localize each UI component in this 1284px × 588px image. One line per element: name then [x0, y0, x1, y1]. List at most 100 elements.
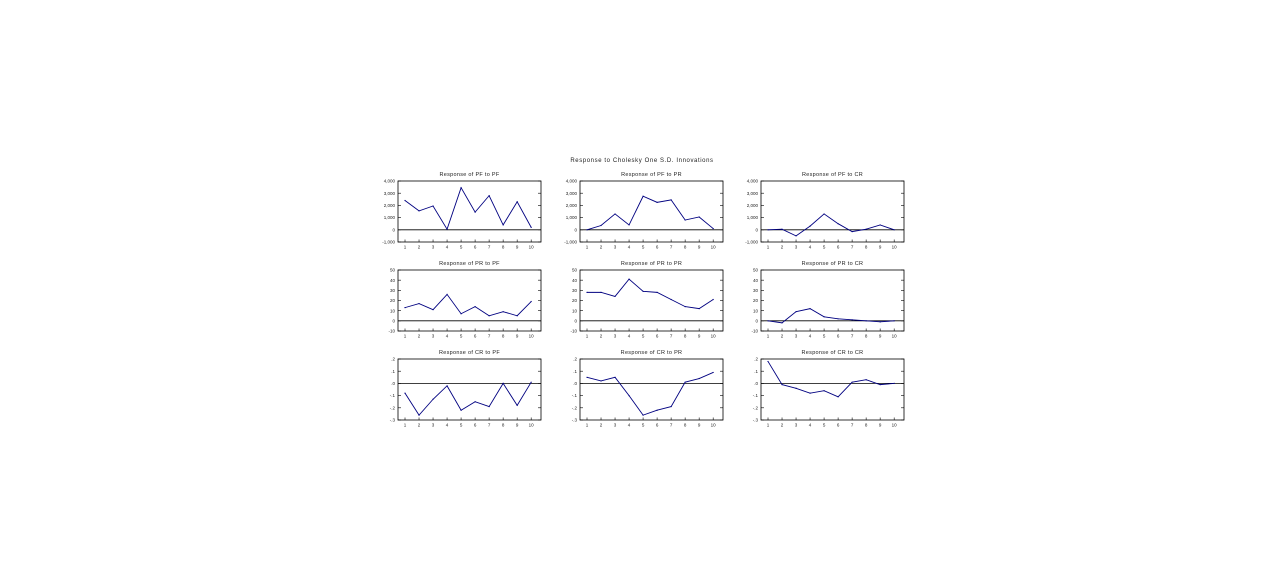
- x-tick-label: 3: [795, 245, 798, 250]
- x-tick-label: 1: [767, 334, 770, 339]
- x-tick-label: 4: [628, 245, 631, 250]
- y-tick-label: .2: [573, 357, 577, 362]
- x-tick-label: 3: [614, 245, 617, 250]
- y-tick-label: 2,000: [384, 203, 396, 208]
- data-point: [446, 385, 448, 387]
- data-point: [474, 306, 476, 308]
- data-point: [781, 228, 783, 230]
- y-tick-label: 3,000: [384, 191, 396, 196]
- x-tick-label: 7: [851, 334, 854, 339]
- y-tick-label: 4,000: [747, 179, 759, 184]
- data-point: [712, 371, 714, 374]
- y-tick-label: 40: [390, 278, 396, 283]
- chart-title: Response of PF to PR: [621, 172, 682, 178]
- data-point: [781, 322, 783, 324]
- chart-title: Response of CR to CR: [802, 350, 864, 356]
- x-tick-label: 8: [502, 334, 505, 339]
- plot-frame: [579, 180, 724, 243]
- data-point: [586, 291, 588, 293]
- data-point: [432, 398, 434, 400]
- x-tick-label: 6: [656, 245, 659, 250]
- x-tick-label: 10: [529, 334, 535, 339]
- y-tick-label: 3,000: [747, 191, 759, 196]
- y-tick-label: 10: [753, 308, 759, 313]
- chart-panel: Response of PF to PR -1,000 0 1,000 2,000 3,0…: [564, 172, 724, 250]
- figure-title: Response to Cholesky One S.D. Innovation…: [570, 158, 714, 164]
- data-point: [767, 229, 769, 231]
- x-tick-label: 7: [488, 245, 491, 250]
- data-point: [460, 409, 462, 411]
- y-tick-label: 3,000: [566, 191, 578, 196]
- data-point: [823, 213, 825, 215]
- x-tick-label: 8: [684, 423, 687, 428]
- chart-panel: Response of CR to PF -.3 -.2 -.1 .0 .1 .2 1 2 3 4 5…: [390, 350, 542, 428]
- x-tick-label: 6: [656, 423, 659, 428]
- x-tick-label: 2: [418, 245, 421, 250]
- data-point: [837, 396, 839, 398]
- data-point: [795, 235, 797, 237]
- data-point: [488, 195, 490, 197]
- chart-panel: Response of PF to CR -1,000 0 1,000 2,000 3,0…: [745, 172, 905, 250]
- y-tick-label: 10: [390, 308, 396, 313]
- y-tick-label: -10: [570, 329, 577, 334]
- x-tick-label: 8: [502, 423, 505, 428]
- x-tick-label: 9: [879, 423, 882, 428]
- data-point: [516, 201, 518, 203]
- y-tick-label: -.3: [390, 418, 396, 423]
- chart-panel: Response of PR to PF -10 0 10 20 30 40 50 1 2 3 4 5 6…: [388, 261, 542, 339]
- y-tick-label: -1,000: [382, 240, 395, 245]
- y-tick-label: 20: [753, 298, 759, 303]
- x-tick-label: 9: [698, 245, 701, 250]
- data-point: [446, 293, 448, 295]
- y-tick-label: 0: [755, 318, 758, 323]
- y-tick-label: 50: [753, 268, 759, 273]
- data-point: [865, 320, 867, 322]
- x-tick-label: 1: [404, 334, 407, 339]
- x-tick-label: 6: [656, 334, 659, 339]
- series-line: [404, 186, 532, 231]
- data-point: [893, 229, 895, 231]
- x-tick-label: 7: [488, 334, 491, 339]
- plot-frame: [760, 180, 905, 243]
- y-tick-label: 4,000: [566, 179, 578, 184]
- y-tick-label: 1,000: [566, 215, 578, 220]
- data-point: [516, 404, 518, 406]
- data-point: [404, 199, 406, 202]
- y-tick-label: 40: [572, 278, 578, 283]
- x-tick-label: 5: [642, 245, 645, 250]
- data-point: [502, 224, 504, 226]
- y-tick-label: 2,000: [747, 203, 759, 208]
- data-point: [502, 311, 504, 313]
- data-point: [684, 219, 686, 221]
- data-point: [530, 226, 532, 228]
- data-point: [614, 376, 616, 378]
- data-point: [600, 380, 602, 382]
- x-tick-label: 9: [879, 334, 882, 339]
- series-line: [767, 308, 895, 324]
- y-tick-label: 4,000: [384, 179, 396, 184]
- x-tick-label: 9: [516, 423, 519, 428]
- x-tick-label: 2: [781, 245, 784, 250]
- data-point: [586, 376, 588, 378]
- data-point: [642, 195, 644, 197]
- data-point: [809, 392, 811, 394]
- y-tick-label: 0: [574, 318, 577, 323]
- y-tick-label: 10: [572, 308, 578, 313]
- x-tick-label: 10: [529, 245, 535, 250]
- data-point: [418, 302, 420, 305]
- x-tick-label: 4: [446, 245, 449, 250]
- x-tick-label: 3: [432, 334, 435, 339]
- y-tick-label: 0: [755, 227, 758, 232]
- series-line: [404, 381, 532, 416]
- data-point: [823, 316, 825, 318]
- data-point: [516, 315, 518, 317]
- y-tick-label: -.2: [572, 405, 578, 410]
- chart-panel: Response of PF to PF -1,000 0 1,000 2,000 3,0…: [382, 172, 542, 250]
- y-tick-label: .2: [754, 357, 758, 362]
- y-tick-label: -.1: [753, 393, 759, 398]
- chart-title: Response of PR to PR: [621, 261, 682, 267]
- y-tick-label: 20: [572, 298, 578, 303]
- x-tick-label: 5: [823, 334, 826, 339]
- series-line: [586, 372, 714, 416]
- y-tick-label: 0: [392, 227, 395, 232]
